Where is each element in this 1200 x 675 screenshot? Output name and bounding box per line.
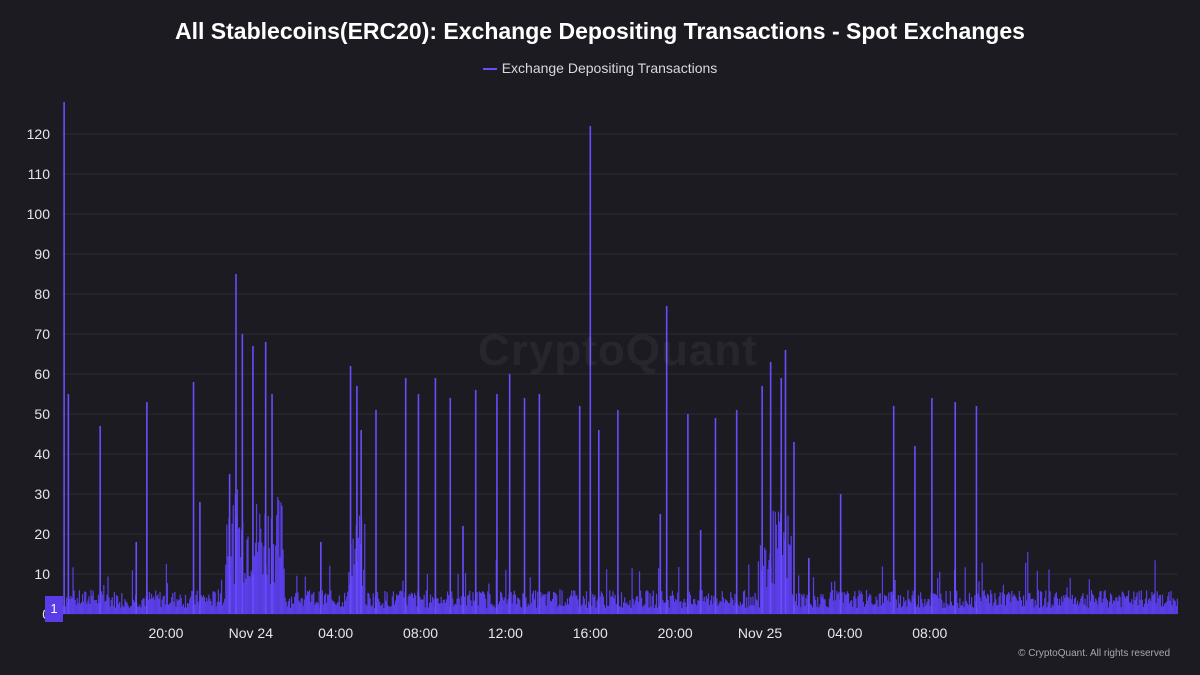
y-axis-ticks: 0102030405060708090100110120 [27, 126, 51, 622]
y-tick-label: 30 [34, 486, 50, 502]
watermark: CryptoQuant [478, 326, 758, 375]
x-tick-label: 16:00 [573, 625, 608, 641]
y-tick-label: 110 [28, 166, 51, 182]
x-tick-label: 12:00 [488, 625, 523, 641]
y-tick-label: 10 [34, 566, 50, 582]
y-tick-label: 70 [34, 326, 50, 342]
chart-title: All Stablecoins(ERC20): Exchange Deposit… [175, 18, 1025, 44]
y-tick-label: 90 [34, 246, 50, 262]
x-tick-label: 04:00 [318, 625, 353, 641]
y-tick-label: 120 [27, 126, 51, 142]
x-tick-label: 08:00 [403, 625, 438, 641]
chart-legend[interactable]: Exchange Depositing Transactions [0, 60, 1200, 76]
series-exchange-depositing-transactions [61, 102, 1178, 614]
x-tick-label: Nov 24 [229, 625, 274, 641]
y-tick-label: 50 [34, 406, 50, 422]
x-tick-label: Nov 25 [738, 625, 783, 641]
x-tick-label: 20:00 [658, 625, 693, 641]
x-tick-label: 08:00 [912, 625, 947, 641]
x-axis-ticks: 20:00 Nov 24 04:00 08:00 12:00 16:00 20:00 Nov … [148, 625, 947, 641]
y-tick-label: 80 [34, 286, 50, 302]
legend-swatch [482, 68, 497, 71]
copyright-notice: © CryptoQuant. All rights reserved [1018, 648, 1170, 659]
y-tick-label: 40 [34, 446, 50, 462]
y-tick-label: 60 [34, 366, 50, 382]
legend-label: Exchange Depositing Transactions [501, 60, 718, 76]
x-tick-label: 20:00 [148, 625, 183, 641]
crosshair-value-badge: 1 [45, 596, 63, 622]
x-tick-label: 04:00 [827, 625, 862, 641]
y-tick-label: 20 [34, 526, 50, 542]
y-tick-label: 100 [27, 206, 51, 222]
